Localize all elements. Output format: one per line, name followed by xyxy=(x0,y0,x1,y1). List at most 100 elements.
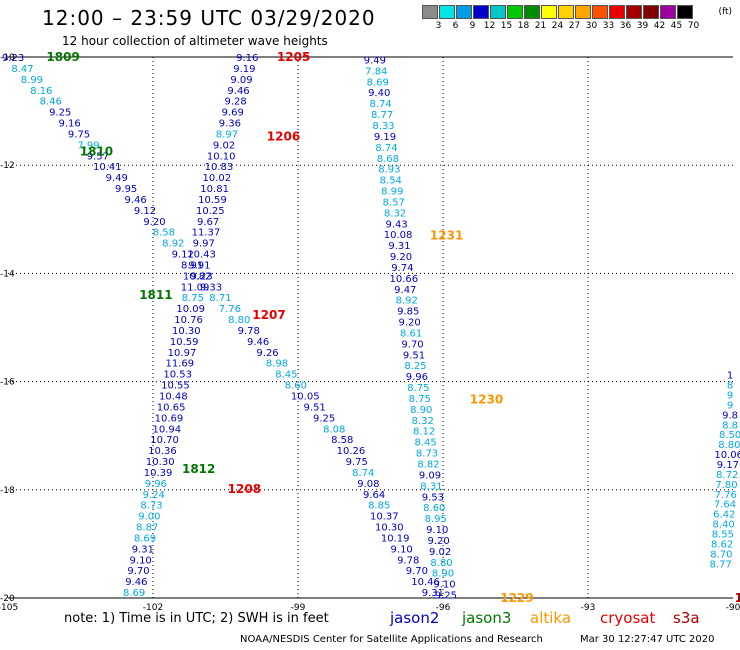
lon-tick-label: -96 xyxy=(436,603,451,613)
wave-height-value: 9.16 xyxy=(236,53,258,64)
lat-tick-label: -14 xyxy=(0,269,15,279)
wave-height-value: 8.75 xyxy=(407,383,429,394)
pass-time-label: 1810 xyxy=(80,144,113,158)
wave-height-value: 7.76 xyxy=(715,490,737,501)
wave-height-value: 9.36 xyxy=(219,119,241,130)
wave-height-value: 8.73 xyxy=(416,449,438,460)
wave-height-value: 8 xyxy=(727,381,733,392)
wave-height-value: 10.70 xyxy=(150,435,179,446)
wave-height-value: 7.64 xyxy=(714,500,736,511)
wave-height-value: 10.59 xyxy=(198,195,227,206)
legend-swatch xyxy=(677,5,693,19)
legend-swatch xyxy=(541,5,557,19)
legend-label: 3 xyxy=(435,21,442,31)
wave-height-value: 10.06 xyxy=(714,450,740,461)
wave-height-value: 9.24 xyxy=(143,490,165,501)
wave-height-value: 9.91 xyxy=(188,260,210,271)
wave-height-value: 10.30 xyxy=(375,523,404,534)
wave-height-value: 9.70 xyxy=(127,566,149,577)
legend-swatch xyxy=(524,5,540,19)
wave-height-value: 10.97 xyxy=(168,348,197,359)
wave-height-value: 9.40 xyxy=(368,88,390,99)
wave-height-value: 9.51 xyxy=(403,350,425,361)
wave-height-value: 9.02 xyxy=(429,547,451,558)
wave-height-value: 9.8 xyxy=(722,410,738,421)
wave-height-value: 8.72 xyxy=(716,470,738,481)
legend-label: 33 xyxy=(602,21,615,31)
legend-swatch xyxy=(456,5,472,19)
wave-height-value: 10.55 xyxy=(161,381,190,392)
legend-swatch xyxy=(592,5,608,19)
legend-swatch xyxy=(473,5,489,19)
lon-tick-label: -90 xyxy=(726,603,740,613)
pass-time-label: 1 xyxy=(735,591,740,605)
wave-height-value: 10.10 xyxy=(207,151,236,162)
legend-jason3: jason3 xyxy=(462,609,512,627)
legend-label: 18 xyxy=(517,21,530,31)
wave-height-value: 9.46 xyxy=(125,577,147,588)
wave-height-value: 8.77 xyxy=(371,110,393,121)
wave-height-value: 10.81 xyxy=(200,184,229,195)
legend-swatch xyxy=(643,5,659,19)
wave-height-value: 10.82 xyxy=(183,271,212,282)
wave-height-value: 9.20 xyxy=(399,318,421,329)
wave-height-value: 10.19 xyxy=(381,533,410,544)
footer-credit: NOAA/NESDIS Center for Satellite Applica… xyxy=(240,634,543,645)
wave-height-value: 9.12 xyxy=(134,206,156,217)
wave-height-value: 11.09 xyxy=(181,282,210,293)
wave-height-value: 8.57 xyxy=(383,197,405,208)
wave-height-value: 10.30 xyxy=(172,326,201,337)
pass-time-label: 1207 xyxy=(252,308,285,322)
wave-height-value: 9.43 xyxy=(385,219,407,230)
wave-height-value: 9.25 xyxy=(49,108,71,119)
wave-height-value: 9.53 xyxy=(422,492,444,503)
wave-height-value: 10.48 xyxy=(159,391,188,402)
wave-height-value: 9.26 xyxy=(256,348,278,359)
lat-tick-label: -20 xyxy=(0,594,15,604)
wave-height-value: 8.32 xyxy=(412,416,434,427)
wave-height-value: 6.42 xyxy=(713,510,735,521)
wave-height-value: 10.02 xyxy=(202,173,231,184)
wave-height-value: 10.65 xyxy=(157,402,186,413)
wave-height-value: 9.09 xyxy=(230,75,252,86)
wave-height-value: 8.60 xyxy=(285,381,307,392)
wave-height-value: 8.46 xyxy=(40,97,62,108)
wave-height-value: 8.77 xyxy=(710,559,732,570)
wave-height-value: 9.49 xyxy=(106,173,128,184)
wave-height-value: 9.96 xyxy=(145,479,167,490)
wave-height-value: 8.85 xyxy=(368,501,390,512)
wave-height-value: 8.08 xyxy=(323,424,345,435)
wave-height-value: 10.26 xyxy=(337,446,366,457)
pass-time-label: 1229 xyxy=(500,591,533,605)
wave-height-value: 10.08 xyxy=(384,230,413,241)
wave-height-value: 9.75 xyxy=(346,457,368,468)
wave-height-value: 9.25 xyxy=(435,591,457,602)
wave-height-value: 9.57 xyxy=(87,151,109,162)
lat-tick-label: -10 xyxy=(0,53,15,63)
wave-height-value: 8.97 xyxy=(216,129,238,140)
wave-height-value: 9.31 xyxy=(422,588,444,599)
legend-label: 70 xyxy=(687,21,700,31)
wave-height-value: 10.25 xyxy=(196,206,225,217)
wave-height-value: 8.69 xyxy=(367,77,389,88)
wave-height-value: 9.95 xyxy=(115,184,137,195)
legend-swatch xyxy=(609,5,625,19)
wave-height-value: 9.28 xyxy=(225,97,247,108)
wave-height-value: 9.46 xyxy=(124,195,146,206)
legend-scale-labels: 3 6 9 12 15 18 21 24 27 30 33 36 39 42 45 70 xyxy=(422,19,740,33)
wave-height-value: 8.58 xyxy=(153,228,175,239)
legend-label: 45 xyxy=(670,21,683,31)
wave-height-value: 9.20 xyxy=(390,252,412,263)
lon-tick-label: -102 xyxy=(143,603,163,613)
wave-height-value: 9.31 xyxy=(132,544,154,555)
wave-height-value: 8.74 xyxy=(352,468,374,479)
wave-height-value: 8.82 xyxy=(417,459,439,470)
wave-height-value: 8.50 xyxy=(719,430,740,441)
pass-time-label: 1811 xyxy=(139,288,172,302)
wave-height-value: 9.20 xyxy=(143,217,165,228)
legend-cryosat: cryosat xyxy=(600,609,656,627)
wave-height-value: 8.75 xyxy=(409,394,431,405)
wave-height-value: 9.17 xyxy=(717,460,739,471)
page-subtitle: 12 hour collection of altimeter wave hei… xyxy=(62,34,328,48)
wave-height-value: 8.68 xyxy=(377,154,399,165)
